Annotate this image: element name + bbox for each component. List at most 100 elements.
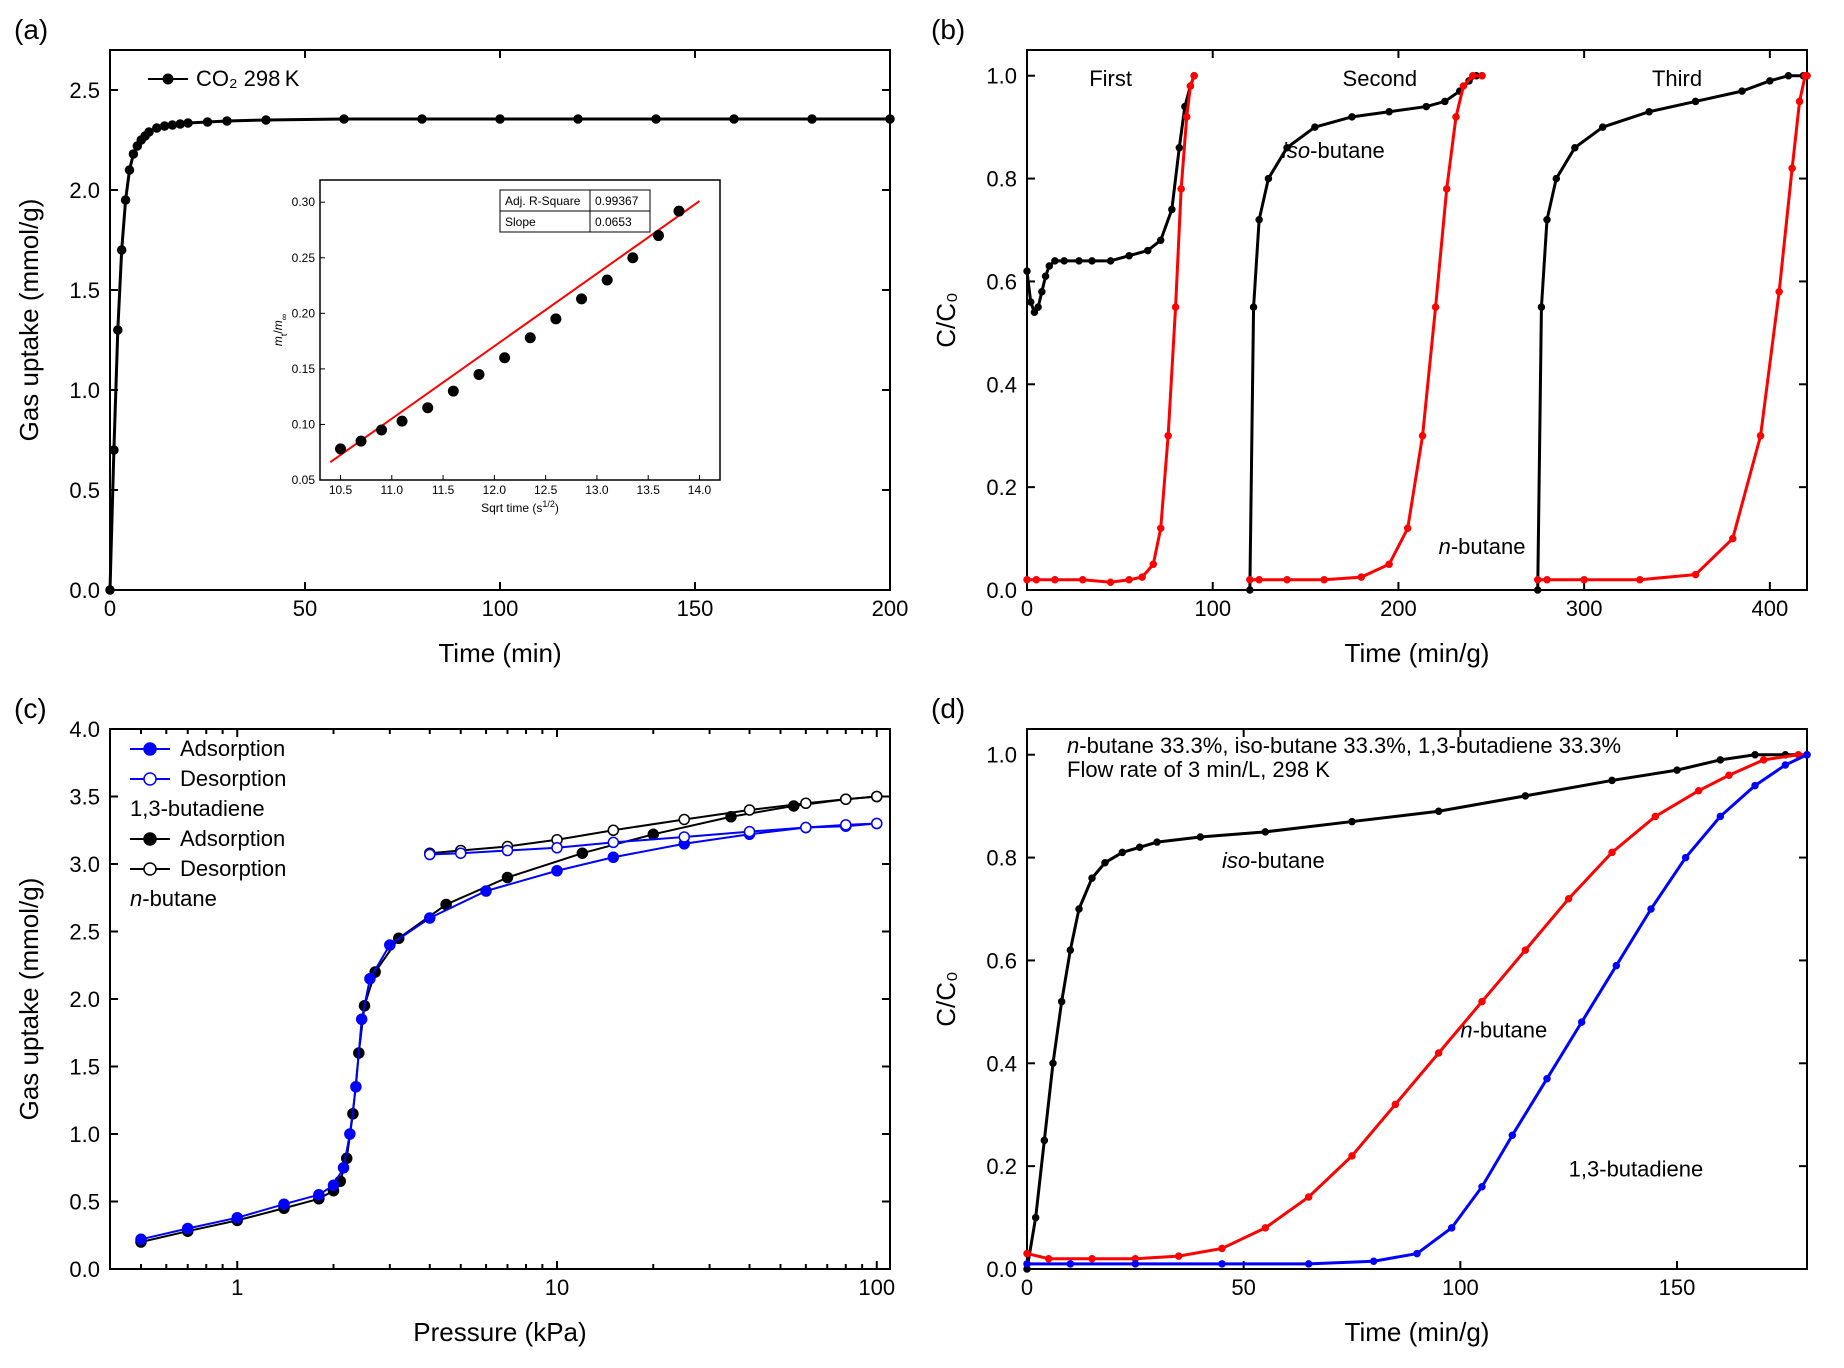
svg-text:0.5: 0.5	[69, 478, 100, 503]
svg-text:12.5: 12.5	[534, 483, 558, 497]
chart-a: 0 50 100 150 200 0.0 0.5 1.0 1.5 2.0 2.5 Time (min)…	[10, 10, 910, 670]
svg-text:Desorption: Desorption	[180, 766, 286, 791]
svg-text:3.0: 3.0	[69, 852, 100, 877]
chart-c: 1 10 100 0.0 0.5 1.0 1.5 2.0 2.5 3.0 3.5 4.0 Pressur…	[10, 689, 910, 1349]
svg-text:n-butane: n-butane	[130, 886, 217, 911]
chart-d: 0 50 100 150 0.0 0.2 0.4 0.6 0.8 1.0 Time (min/g) C…	[927, 689, 1827, 1349]
svg-text:Adsorption: Adsorption	[180, 826, 285, 851]
svg-text:0.5: 0.5	[69, 1190, 100, 1215]
svg-text:Sqrt time (s1/2): Sqrt time (s1/2)	[481, 499, 559, 515]
svg-text:4.0: 4.0	[69, 717, 100, 742]
svg-text:0.2: 0.2	[986, 475, 1017, 500]
svg-text:1,3-butadiene: 1,3-butadiene	[1569, 1156, 1704, 1181]
svg-text:0.8: 0.8	[986, 167, 1017, 192]
panel-c: (c) 1 10 100 0.0 0.5 1.0 1.5 2.0 2.5 3.0 3.5 4.0 Pre…	[10, 689, 917, 1358]
svg-text:0.30: 0.30	[292, 195, 316, 209]
svg-text:Slope: Slope	[505, 215, 536, 229]
svg-text:Time (min): Time (min)	[438, 638, 561, 668]
svg-text:0.05: 0.05	[292, 473, 316, 487]
svg-text:100: 100	[858, 1275, 895, 1300]
svg-text:100: 100	[482, 596, 519, 621]
svg-text:Pressure (kPa): Pressure (kPa)	[413, 1317, 586, 1347]
panel-label-d: (d)	[931, 693, 965, 725]
svg-text:Gas uptake (mmol/g): Gas uptake (mmol/g)	[14, 878, 44, 1121]
svg-text:0.0: 0.0	[986, 1257, 1017, 1282]
svg-text:0.0: 0.0	[69, 1257, 100, 1282]
svg-text:0.25: 0.25	[292, 251, 316, 265]
svg-text:11.0: 11.0	[381, 483, 404, 497]
svg-text:300: 300	[1566, 596, 1603, 621]
svg-text:Second: Second	[1343, 66, 1418, 91]
svg-text:0.20: 0.20	[292, 306, 316, 320]
svg-text:C/C₀: C/C₀	[931, 971, 961, 1027]
svg-text:0.99367: 0.99367	[595, 194, 639, 208]
svg-text:2.0: 2.0	[69, 987, 100, 1012]
svg-text:0.2: 0.2	[986, 1154, 1017, 1179]
svg-text:200: 200	[872, 596, 909, 621]
svg-text:mt/m∞: mt/m∞	[271, 314, 289, 346]
svg-text:2.5: 2.5	[69, 78, 100, 103]
svg-text:n-butane 33.3%, iso-butane 33.: n-butane 33.3%, iso-butane 33.3%, 1,3-bu…	[1067, 733, 1621, 758]
svg-text:100: 100	[1442, 1275, 1479, 1300]
svg-text:Desorption: Desorption	[180, 856, 286, 881]
svg-text:Gas uptake (mmol/g): Gas uptake (mmol/g)	[14, 199, 44, 442]
svg-text:0: 0	[104, 596, 116, 621]
svg-text:Time (min/g): Time (min/g)	[1345, 1317, 1490, 1347]
svg-text:0.4: 0.4	[986, 372, 1017, 397]
svg-text:Third: Third	[1652, 66, 1702, 91]
svg-text:1: 1	[231, 1275, 243, 1300]
svg-text:0.8: 0.8	[986, 846, 1017, 871]
svg-text:1,3-butadiene: 1,3-butadiene	[130, 796, 265, 821]
svg-text:12.0: 12.0	[483, 483, 507, 497]
svg-text:First: First	[1089, 66, 1132, 91]
svg-text:2.5: 2.5	[69, 920, 100, 945]
svg-text:0.0653: 0.0653	[595, 215, 632, 229]
svg-text:1.0: 1.0	[986, 743, 1017, 768]
svg-text:Time (min/g): Time (min/g)	[1345, 638, 1490, 668]
svg-text:1.0: 1.0	[69, 1122, 100, 1147]
svg-text:2.0: 2.0	[69, 178, 100, 203]
svg-text:0.6: 0.6	[986, 269, 1017, 294]
svg-text:13.5: 13.5	[637, 483, 661, 497]
svg-text:0.4: 0.4	[986, 1051, 1017, 1076]
panel-a: (a) 0 50 100 150 200 0.0 0.5 1.0 1.5 2.0 2.5 Time (…	[10, 10, 917, 679]
panel-label-c: (c)	[14, 693, 47, 725]
svg-text:1.5: 1.5	[69, 278, 100, 303]
svg-text:100: 100	[1194, 596, 1231, 621]
svg-text:Adj. R-Square: Adj. R-Square	[505, 194, 581, 208]
svg-text:Flow rate of 3 min/L, 298 K: Flow rate of 3 min/L, 298 K	[1067, 757, 1330, 782]
svg-text:n-butane: n-butane	[1460, 1018, 1547, 1043]
svg-text:0: 0	[1021, 596, 1033, 621]
svg-text:3.5: 3.5	[69, 785, 100, 810]
svg-text:400: 400	[1751, 596, 1788, 621]
panel-label-b: (b)	[931, 14, 965, 46]
panel-d: (d) 0 50 100 150 0.0 0.2 0.4 0.6 0.8 1.0 Time (min…	[927, 689, 1834, 1358]
svg-text:50: 50	[293, 596, 317, 621]
svg-text:1.0: 1.0	[69, 378, 100, 403]
svg-text:0.0: 0.0	[986, 578, 1017, 603]
svg-text:iso-butane: iso-butane	[1282, 138, 1385, 163]
panel-label-a: (a)	[14, 14, 48, 46]
svg-text:13.0: 13.0	[585, 483, 609, 497]
svg-text:0.6: 0.6	[986, 948, 1017, 973]
svg-text:1.5: 1.5	[69, 1055, 100, 1080]
svg-text:200: 200	[1380, 596, 1417, 621]
svg-text:1.0: 1.0	[986, 64, 1017, 89]
svg-text:150: 150	[677, 596, 714, 621]
svg-text:11.5: 11.5	[432, 483, 455, 497]
svg-text:0: 0	[1021, 1275, 1033, 1300]
svg-text:n-butane: n-butane	[1439, 534, 1526, 559]
svg-text:14.0: 14.0	[688, 483, 712, 497]
svg-text:C/C₀: C/C₀	[931, 292, 961, 348]
svg-text:50: 50	[1231, 1275, 1255, 1300]
svg-text:iso-butane: iso-butane	[1222, 848, 1325, 873]
svg-text:150: 150	[1659, 1275, 1696, 1300]
svg-text:0.15: 0.15	[292, 362, 316, 376]
svg-text:10: 10	[545, 1275, 569, 1300]
svg-text:0.0: 0.0	[69, 578, 100, 603]
chart-b: 0 100 200 300 400 0.0 0.2 0.4 0.6 0.8 1.0 Time (min…	[927, 10, 1827, 670]
svg-text:CO₂ 298 K: CO₂ 298 K	[196, 66, 300, 91]
svg-text:Adsorption: Adsorption	[180, 736, 285, 761]
svg-text:0.10: 0.10	[292, 417, 316, 431]
svg-text:10.5: 10.5	[329, 483, 353, 497]
